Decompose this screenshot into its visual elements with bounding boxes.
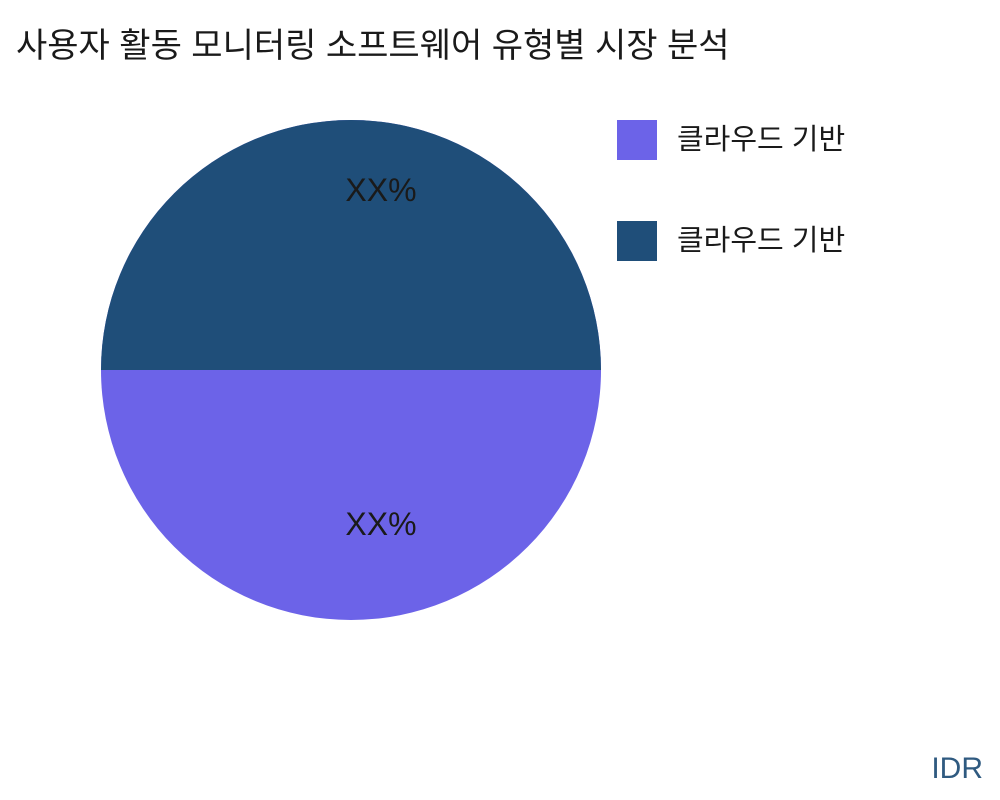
svg-text:XX%: XX% — [345, 172, 416, 208]
svg-text:XX%: XX% — [345, 506, 416, 542]
